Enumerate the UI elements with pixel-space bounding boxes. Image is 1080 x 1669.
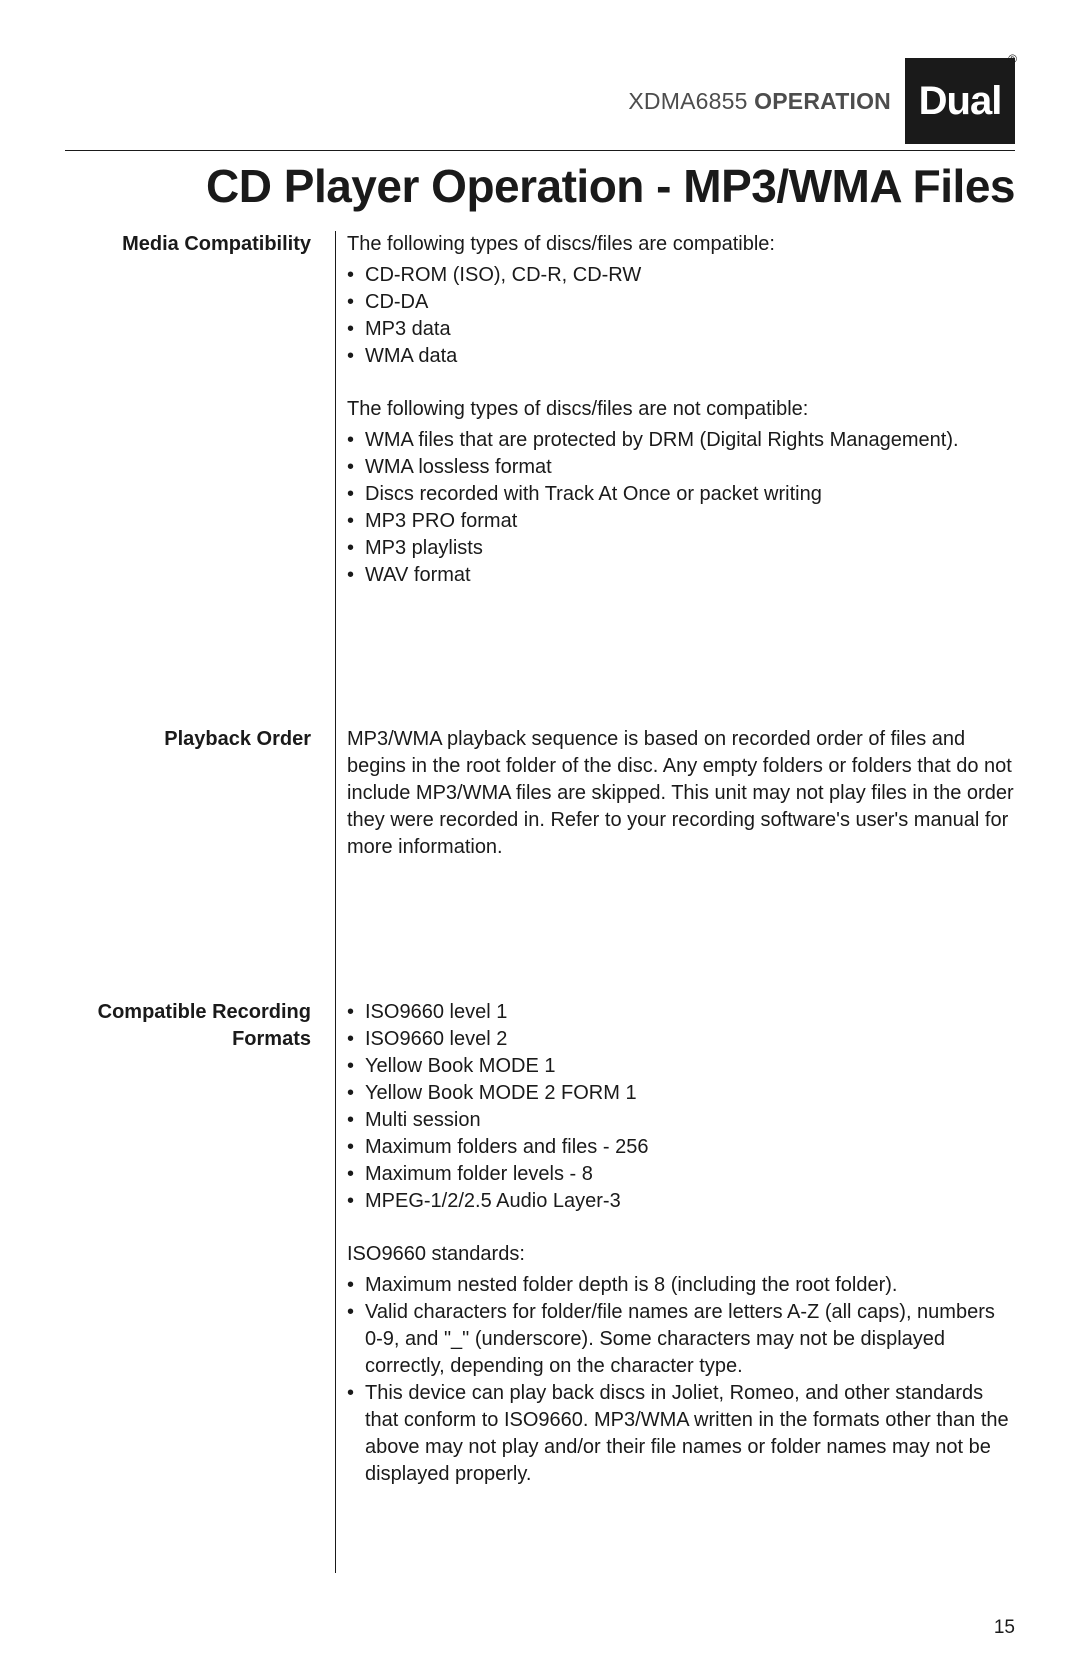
section-body: The following types of discs/files are c… (323, 231, 1015, 700)
list-item: ISO9660 level 1 (347, 999, 1015, 1026)
list-item: Multi session (347, 1107, 1015, 1134)
header-rule (65, 150, 1015, 151)
list-item: CD-DA (347, 289, 1015, 316)
list-item: Yellow Book MODE 2 FORM 1 (347, 1080, 1015, 1107)
page: XDMA6855 OPERATION Dual ® CD Player Oper… (0, 0, 1080, 1669)
list-item: Yellow Book MODE 1 (347, 1053, 1015, 1080)
page-number: 15 (65, 1599, 1015, 1639)
list-item: MP3 playlists (347, 535, 1015, 562)
section-label: Playback Order (65, 726, 323, 972)
brand-logo: Dual ® (905, 58, 1015, 144)
list-item: Maximum nested folder depth is 8 (includ… (347, 1272, 1015, 1299)
brand-logo-text: Dual (919, 81, 1002, 121)
list-item: WMA data (347, 343, 1015, 370)
list-item: This device can play back discs in Jolie… (347, 1380, 1015, 1488)
list-item: MP3 data (347, 316, 1015, 343)
body-paragraph: The following types of discs/files are c… (347, 231, 1015, 258)
header-operation: OPERATION (754, 88, 891, 114)
body-paragraph: MP3/WMA playback sequence is based on re… (347, 726, 1015, 861)
list-item: Valid characters for folder/file names a… (347, 1299, 1015, 1380)
list-item: Discs recorded with Track At Once or pac… (347, 481, 1015, 508)
spacer (347, 374, 1015, 396)
list-item: Maximum folder levels - 8 (347, 1161, 1015, 1188)
content-grid: Media Compatibility The following types o… (65, 231, 1015, 1599)
page-title: CD Player Operation - MP3/WMA Files (65, 159, 1015, 213)
header-label: XDMA6855 OPERATION (628, 88, 891, 115)
section-label: Compatible Recording Formats (65, 999, 323, 1599)
spacer (347, 1219, 1015, 1241)
body-paragraph: ISO9660 standards: (347, 1241, 1015, 1268)
bullet-list: CD-ROM (ISO), CD-R, CD-RWCD-DAMP3 dataWM… (347, 262, 1015, 370)
section-body: MP3/WMA playback sequence is based on re… (323, 726, 1015, 972)
list-item: WMA files that are protected by DRM (Dig… (347, 427, 1015, 454)
list-item: MPEG-1/2/2.5 Audio Layer-3 (347, 1188, 1015, 1215)
list-item: CD-ROM (ISO), CD-R, CD-RW (347, 262, 1015, 289)
list-item: ISO9660 level 2 (347, 1026, 1015, 1053)
bullet-list: WMA files that are protected by DRM (Dig… (347, 427, 1015, 589)
list-item: WMA lossless format (347, 454, 1015, 481)
bullet-list: Maximum nested folder depth is 8 (includ… (347, 1272, 1015, 1488)
registered-icon: ® (1008, 52, 1017, 66)
section-body: ISO9660 level 1ISO9660 level 2Yellow Boo… (323, 999, 1015, 1599)
list-item: MP3 PRO format (347, 508, 1015, 535)
header-model: XDMA6855 (628, 88, 747, 114)
page-header: XDMA6855 OPERATION Dual ® (65, 58, 1015, 144)
list-item: Maximum folders and files - 256 (347, 1134, 1015, 1161)
body-paragraph: The following types of discs/files are n… (347, 396, 1015, 423)
section-label: Media Compatibility (65, 231, 323, 700)
column-divider (335, 231, 336, 1573)
bullet-list: ISO9660 level 1ISO9660 level 2Yellow Boo… (347, 999, 1015, 1215)
list-item: WAV format (347, 562, 1015, 589)
